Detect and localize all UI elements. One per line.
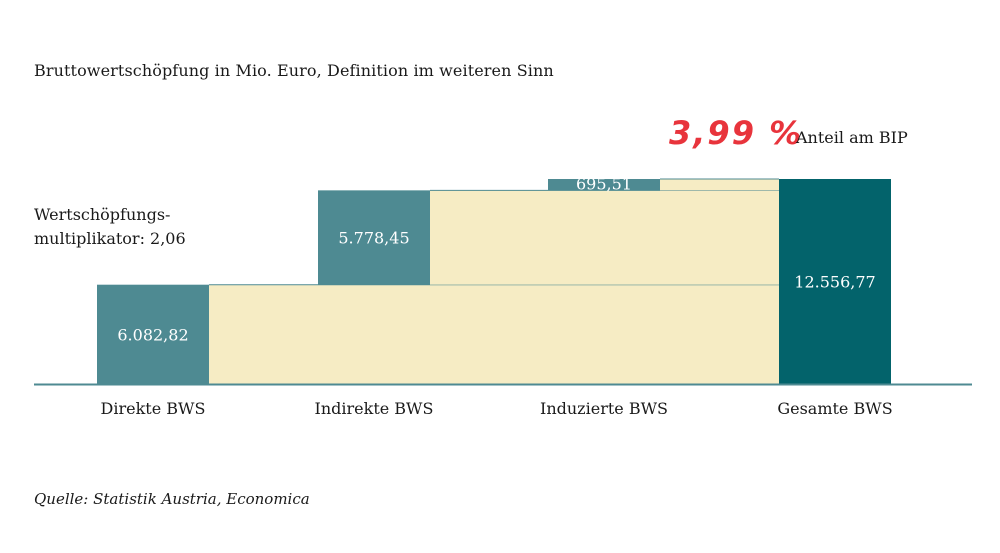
connector-layer	[209, 178, 779, 384]
bar-indirekte-bws	[318, 190, 430, 285]
bar-gesamte-bws	[779, 179, 891, 384]
connector-band-2	[430, 190, 779, 285]
multiplier-line-2: multiplikator: 2,06	[34, 229, 186, 248]
connector-band-3	[660, 178, 779, 191]
multiplier-line-1: Wertschöpfungs-	[34, 205, 171, 224]
category-label: Induzierte BWS	[540, 399, 668, 418]
bar-value-label: 12.556,77	[794, 273, 875, 292]
bar-induzierte-bws	[548, 178, 660, 191]
bar-label-layer: 6.082,82 5.778,45 695,51 12.556,77	[117, 174, 875, 344]
connector-band-1	[209, 284, 779, 384]
chart-subtitle: Bruttowertschöpfung in Mio. Euro, Defini…	[34, 61, 554, 80]
category-label: Indirekte BWS	[315, 399, 434, 418]
bar-value-label: 695,51	[576, 174, 632, 193]
bar-value-label: 5.778,45	[338, 229, 409, 248]
category-label: Direkte BWS	[101, 399, 206, 418]
category-label: Gesamte BWS	[777, 399, 892, 418]
bar-layer	[97, 178, 891, 384]
bar-value-label: 6.082,82	[117, 325, 188, 344]
multiplier-annotation: Wertschöpfungs- multiplikator: 2,06	[34, 203, 234, 251]
bar-direkte-bws	[97, 284, 209, 384]
category-label-layer: Direkte BWS Indirekte BWS Induzierte BWS Ge…	[101, 399, 893, 418]
source-note: Quelle: Statistik Austria, Economica	[34, 490, 310, 508]
gdp-share-value: 3,99 %	[669, 114, 804, 152]
gdp-share-label: Anteil am BIP	[796, 128, 908, 147]
